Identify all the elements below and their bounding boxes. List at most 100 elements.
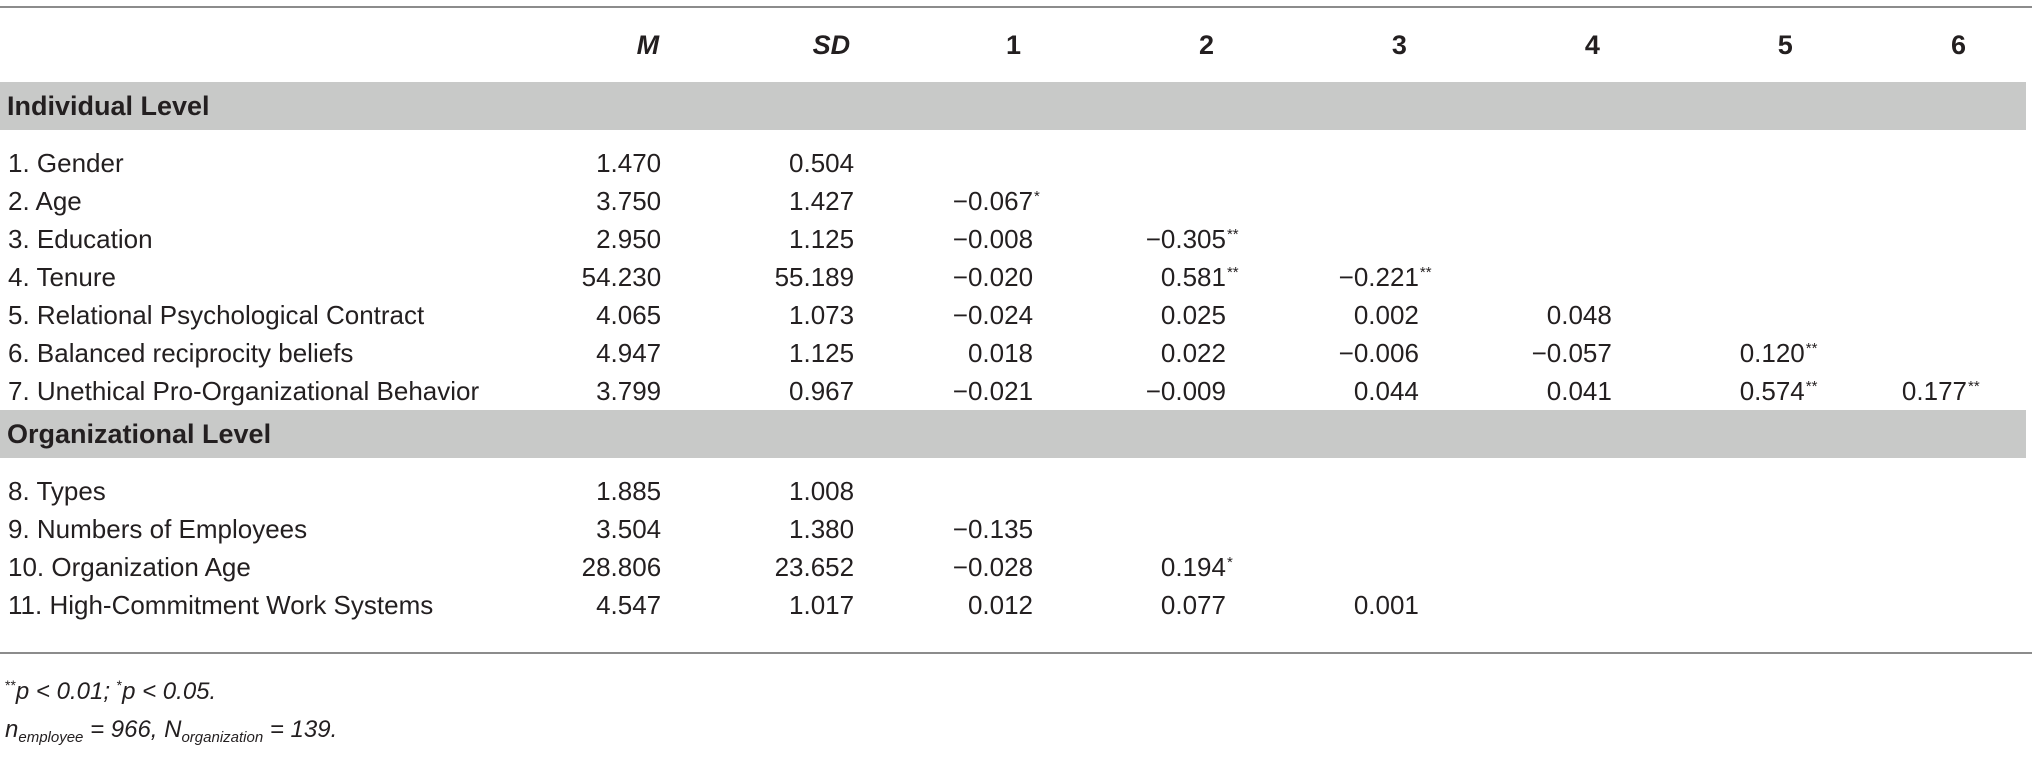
correlation-value: 0.041 (1546, 375, 1612, 406)
correlation-value: 0.025 (1160, 299, 1226, 330)
correlation-cell: 0.041 (1441, 372, 1634, 410)
sd-cell-value: 1.017 (789, 589, 855, 620)
mean-cell: 28.806 (534, 548, 669, 586)
correlation-value: 0.177 (1901, 375, 1967, 406)
variable-label: 8. Types (8, 475, 106, 506)
variable-label: 4. Tenure (8, 261, 116, 292)
correlation-value: −0.135 (952, 513, 1034, 544)
mean-cell: 4.065 (534, 296, 669, 334)
header-col-2: 2 (1198, 29, 1214, 60)
correlation-cell (1634, 548, 1827, 586)
correlation-cell: 0.048 (1441, 296, 1634, 334)
correlation-value: 0.077 (1160, 589, 1226, 620)
correlation-value: −0.067 (952, 185, 1034, 216)
correlation-cell: −0.221** (1248, 258, 1441, 296)
sd-cell: 1.380 (669, 510, 862, 548)
correlation-cell (1634, 258, 1827, 296)
mean-cell-value: 1.885 (596, 475, 662, 506)
correlation-cell (1248, 220, 1441, 258)
correlation-value: −0.008 (952, 223, 1034, 254)
table-row: 10. Organization Age 28.806 23.652 −0.028 0.… (0, 548, 2026, 586)
significance-note: **p < 0.01; *p < 0.05. (5, 666, 337, 711)
correlation-cell (1441, 586, 1634, 624)
bottom-rule (0, 652, 2032, 654)
note-N-value: = 139. (263, 716, 338, 743)
table-row: 6. Balanced reciprocity beliefs 4.947 1.12… (0, 334, 2026, 372)
correlation-cell: −0.020 (862, 258, 1055, 296)
correlation-cell: 0.581** (1055, 258, 1248, 296)
mean-cell-value: 4.547 (596, 589, 662, 620)
correlation-cell (1827, 258, 2026, 296)
mean-cell-value: 54.230 (581, 261, 662, 292)
correlation-value: −0.024 (952, 299, 1034, 330)
correlation-cell: −0.024 (862, 296, 1055, 334)
header-label (0, 8, 534, 82)
mean-cell: 3.799 (534, 372, 669, 410)
correlation-cell (1441, 258, 1634, 296)
correlation-value: −0.021 (952, 375, 1034, 406)
significance-marker: * (1034, 187, 1040, 205)
table-row: 5. Relational Psychological Contract 4.06… (0, 296, 2026, 334)
mean-cell-value: 3.504 (596, 513, 662, 544)
correlation-cell (1248, 182, 1441, 220)
table-row: 11. High-Commitment Work Systems 4.547 1.0… (0, 586, 2026, 624)
correlation-value: 0.001 (1353, 589, 1419, 620)
correlation-value: −0.006 (1338, 337, 1419, 368)
correlation-cell (1827, 586, 2026, 624)
section-row: Organizational Level (0, 410, 2026, 458)
correlation-table: M SD 1 2 3 4 5 6 Individual Level 1. Gend… (0, 8, 2026, 624)
correlation-cell: 0.177** (1827, 372, 2026, 410)
correlation-cell: −0.006 (1248, 334, 1441, 372)
note-p01: p < 0.01; (15, 678, 117, 705)
note-N-sub: organization (181, 729, 264, 746)
mean-cell-value: 4.947 (596, 337, 662, 368)
correlation-cell (1441, 220, 1634, 258)
correlation-value: 0.012 (967, 589, 1034, 620)
table-row: 8. Types 1.885 1.008 (0, 472, 2026, 510)
sd-cell-value: 0.967 (789, 375, 855, 406)
sd-cell: 1.008 (669, 472, 862, 510)
correlation-cell: 0.044 (1248, 372, 1441, 410)
sd-cell: 1.017 (669, 586, 862, 624)
correlation-cell: 0.025 (1055, 296, 1248, 334)
correlation-cell: −0.021 (862, 372, 1055, 410)
correlation-cell (1634, 472, 1827, 510)
header-m: M (636, 29, 660, 60)
spacer-cell (0, 130, 2026, 144)
correlation-cell (1055, 472, 1248, 510)
correlation-cell: −0.305** (1055, 220, 1248, 258)
correlation-cell: −0.028 (862, 548, 1055, 586)
correlation-cell (1248, 510, 1441, 548)
spacer-cell (0, 458, 2026, 472)
sample-size-note: nemployee = 966, Norganization = 139. (5, 711, 337, 757)
header-col-6: 6 (1950, 29, 1966, 60)
mean-cell-value: 3.799 (596, 375, 662, 406)
correlation-cell (862, 144, 1055, 182)
correlation-cell (1248, 472, 1441, 510)
note-p05: p < 0.05. (122, 678, 217, 705)
correlation-value: 0.581 (1160, 261, 1226, 292)
section-row: Individual Level (0, 82, 2026, 130)
header-col-1: 1 (1006, 29, 1022, 60)
correlation-cell: −0.009 (1055, 372, 1248, 410)
mean-cell-value: 28.806 (581, 551, 662, 582)
table-row: 3. Education 2.950 1.125 −0.008 −0.305** (0, 220, 2026, 258)
mean-cell: 1.470 (534, 144, 669, 182)
sd-cell-value: 1.125 (789, 337, 855, 368)
significance-marker: * (1226, 553, 1233, 571)
correlation-cell (1634, 510, 1827, 548)
significance-marker: ** (1226, 263, 1239, 281)
variable-label: 1. Gender (8, 147, 124, 178)
correlation-cell (1634, 296, 1827, 334)
variable-label: 3. Education (8, 223, 153, 254)
mean-cell: 3.504 (534, 510, 669, 548)
header-sd: SD (812, 29, 851, 60)
sd-cell-value: 1.427 (789, 185, 855, 216)
correlation-cell: 0.120** (1634, 334, 1827, 372)
sd-cell: 1.427 (669, 182, 862, 220)
mean-cell: 54.230 (534, 258, 669, 296)
correlation-value: 0.044 (1353, 375, 1419, 406)
correlation-cell: −0.067* (862, 182, 1055, 220)
mean-cell-value: 1.470 (596, 147, 662, 178)
significance-marker: ** (1805, 377, 1818, 395)
